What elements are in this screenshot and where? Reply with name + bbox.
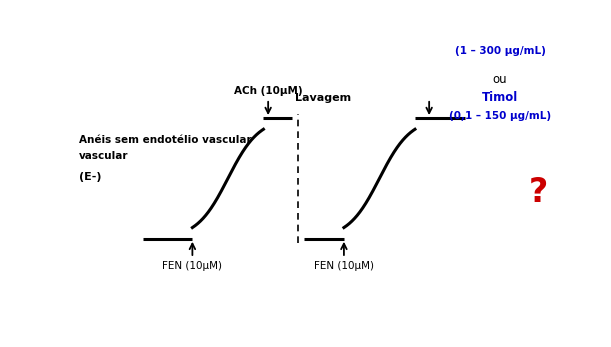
Text: FEN (10μM): FEN (10μM) [163,261,222,271]
Text: Anéis sem endotélio vascular: Anéis sem endotélio vascular [79,135,251,145]
Text: FEN (10μM): FEN (10μM) [314,261,374,271]
Text: (1 – 300 μg/mL): (1 – 300 μg/mL) [455,46,546,56]
Text: Timol: Timol [482,92,518,104]
Text: (0,1 – 150 μg/mL): (0,1 – 150 μg/mL) [449,111,551,120]
Text: vascular: vascular [79,151,128,161]
Text: ?: ? [529,176,547,209]
Text: Lavagem: Lavagem [296,93,351,103]
Text: ACh (10μM): ACh (10μM) [234,86,302,96]
Text: ou: ou [493,74,508,86]
Text: (E-): (E-) [79,172,101,183]
